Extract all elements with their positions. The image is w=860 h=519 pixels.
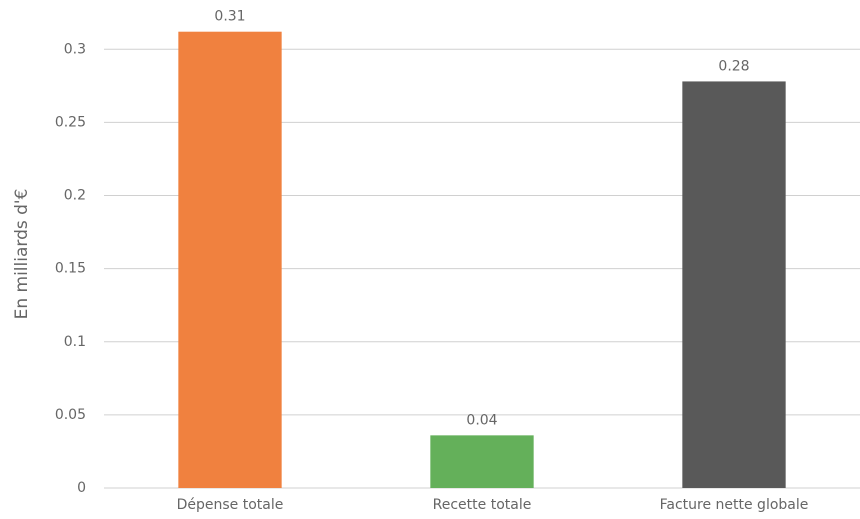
y-tick-label: 0.1 [64, 334, 86, 350]
value-label: 0.04 [466, 412, 497, 428]
y-tick-label: 0.25 [55, 114, 86, 130]
y-tick-label: 0.15 [55, 261, 86, 277]
x-tick-label: Recette totale [433, 497, 532, 513]
value-label: 0.28 [718, 58, 749, 74]
value-label: 0.31 [214, 9, 245, 25]
bar [682, 81, 786, 489]
y-tick-label: 0.05 [55, 407, 86, 423]
y-tick-label: 0 [77, 480, 86, 496]
bar [430, 435, 534, 488]
y-axis-label: En milliards d'€ [12, 189, 32, 320]
x-tick-label: Facture nette globale [660, 497, 809, 513]
y-tick-label: 0.3 [64, 41, 86, 57]
y-tick-label: 0.2 [64, 188, 86, 204]
bar [178, 31, 282, 488]
x-tick-label: Dépense totale [177, 497, 284, 513]
